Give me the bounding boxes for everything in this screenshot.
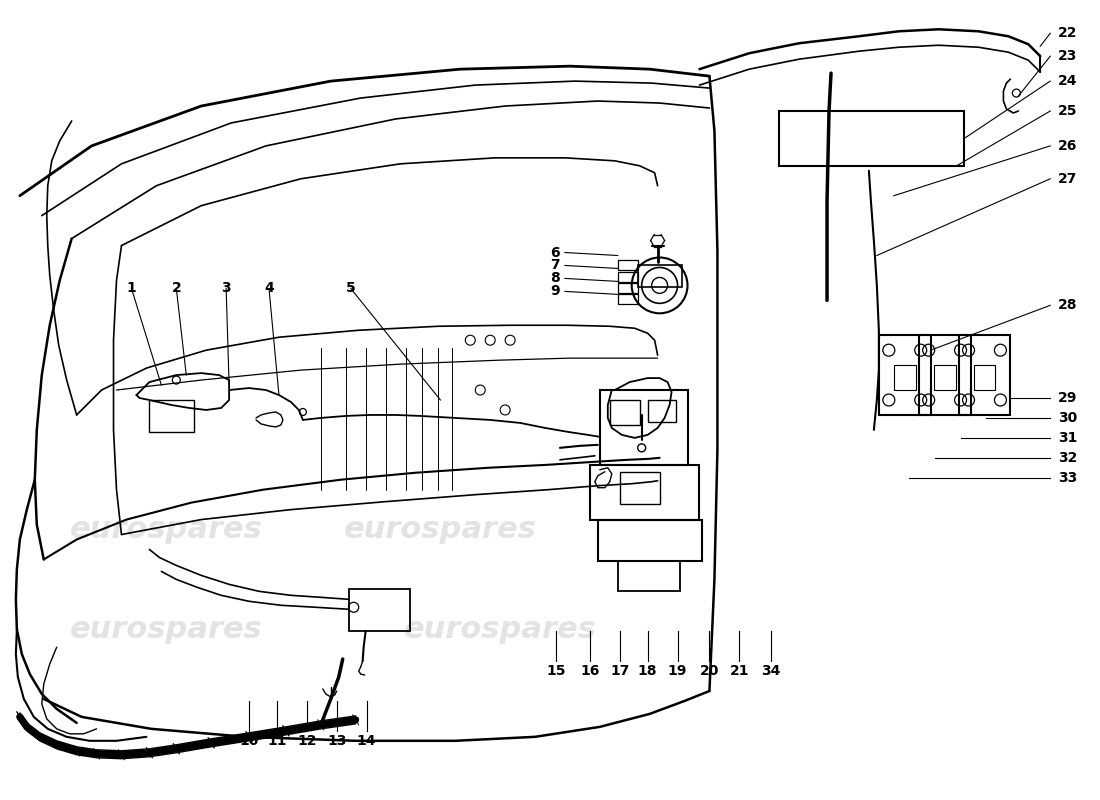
Bar bbox=[879, 335, 931, 415]
Text: 18: 18 bbox=[638, 664, 658, 678]
Text: 16: 16 bbox=[580, 664, 600, 678]
Bar bbox=[638, 266, 682, 287]
Bar bbox=[648, 400, 675, 422]
Text: 6: 6 bbox=[550, 246, 560, 259]
Text: 17: 17 bbox=[610, 664, 629, 678]
Text: eurospares: eurospares bbox=[70, 515, 263, 544]
Bar bbox=[609, 400, 640, 425]
Text: 12: 12 bbox=[297, 734, 317, 748]
Text: eurospares: eurospares bbox=[70, 614, 263, 644]
Text: 3: 3 bbox=[221, 282, 231, 295]
Bar bbox=[618, 294, 638, 304]
Text: 15: 15 bbox=[547, 664, 565, 678]
Bar bbox=[618, 562, 680, 591]
Text: 26: 26 bbox=[1058, 139, 1078, 153]
Text: 28: 28 bbox=[1058, 298, 1078, 312]
Text: 2: 2 bbox=[172, 282, 182, 295]
Bar bbox=[349, 590, 410, 631]
Text: 20: 20 bbox=[700, 664, 719, 678]
Bar bbox=[934, 365, 956, 390]
Bar bbox=[958, 335, 1011, 415]
Text: eurospares: eurospares bbox=[404, 614, 596, 644]
Text: 31: 31 bbox=[1058, 431, 1078, 445]
Text: 9: 9 bbox=[550, 284, 560, 298]
Bar bbox=[597, 519, 703, 562]
Bar bbox=[918, 335, 970, 415]
Text: 4: 4 bbox=[264, 282, 274, 295]
Bar bbox=[600, 390, 688, 465]
Bar bbox=[618, 261, 638, 270]
Bar bbox=[590, 465, 700, 519]
Text: 1: 1 bbox=[126, 282, 136, 295]
Text: 34: 34 bbox=[761, 664, 781, 678]
Bar bbox=[779, 111, 964, 166]
Bar bbox=[619, 472, 660, 504]
Text: 14: 14 bbox=[356, 734, 376, 748]
Text: 32: 32 bbox=[1058, 450, 1078, 465]
Bar bbox=[150, 400, 195, 432]
Text: 30: 30 bbox=[1058, 411, 1078, 425]
Text: 5: 5 bbox=[345, 282, 355, 295]
Bar bbox=[618, 283, 638, 294]
Text: 11: 11 bbox=[267, 734, 287, 748]
Text: 33: 33 bbox=[1058, 470, 1078, 485]
Text: 29: 29 bbox=[1058, 391, 1078, 405]
Text: 27: 27 bbox=[1058, 172, 1078, 186]
Text: eurospares: eurospares bbox=[344, 515, 537, 544]
Text: 25: 25 bbox=[1058, 104, 1078, 118]
Bar bbox=[618, 273, 638, 282]
Text: 8: 8 bbox=[550, 271, 560, 286]
Bar bbox=[894, 365, 915, 390]
Text: 24: 24 bbox=[1058, 74, 1078, 88]
Text: 22: 22 bbox=[1058, 26, 1078, 40]
Text: 19: 19 bbox=[668, 664, 688, 678]
Text: 7: 7 bbox=[550, 258, 560, 273]
Bar bbox=[974, 365, 996, 390]
Text: 10: 10 bbox=[240, 734, 258, 748]
Text: 23: 23 bbox=[1058, 49, 1078, 63]
Text: 13: 13 bbox=[327, 734, 346, 748]
Text: 21: 21 bbox=[729, 664, 749, 678]
